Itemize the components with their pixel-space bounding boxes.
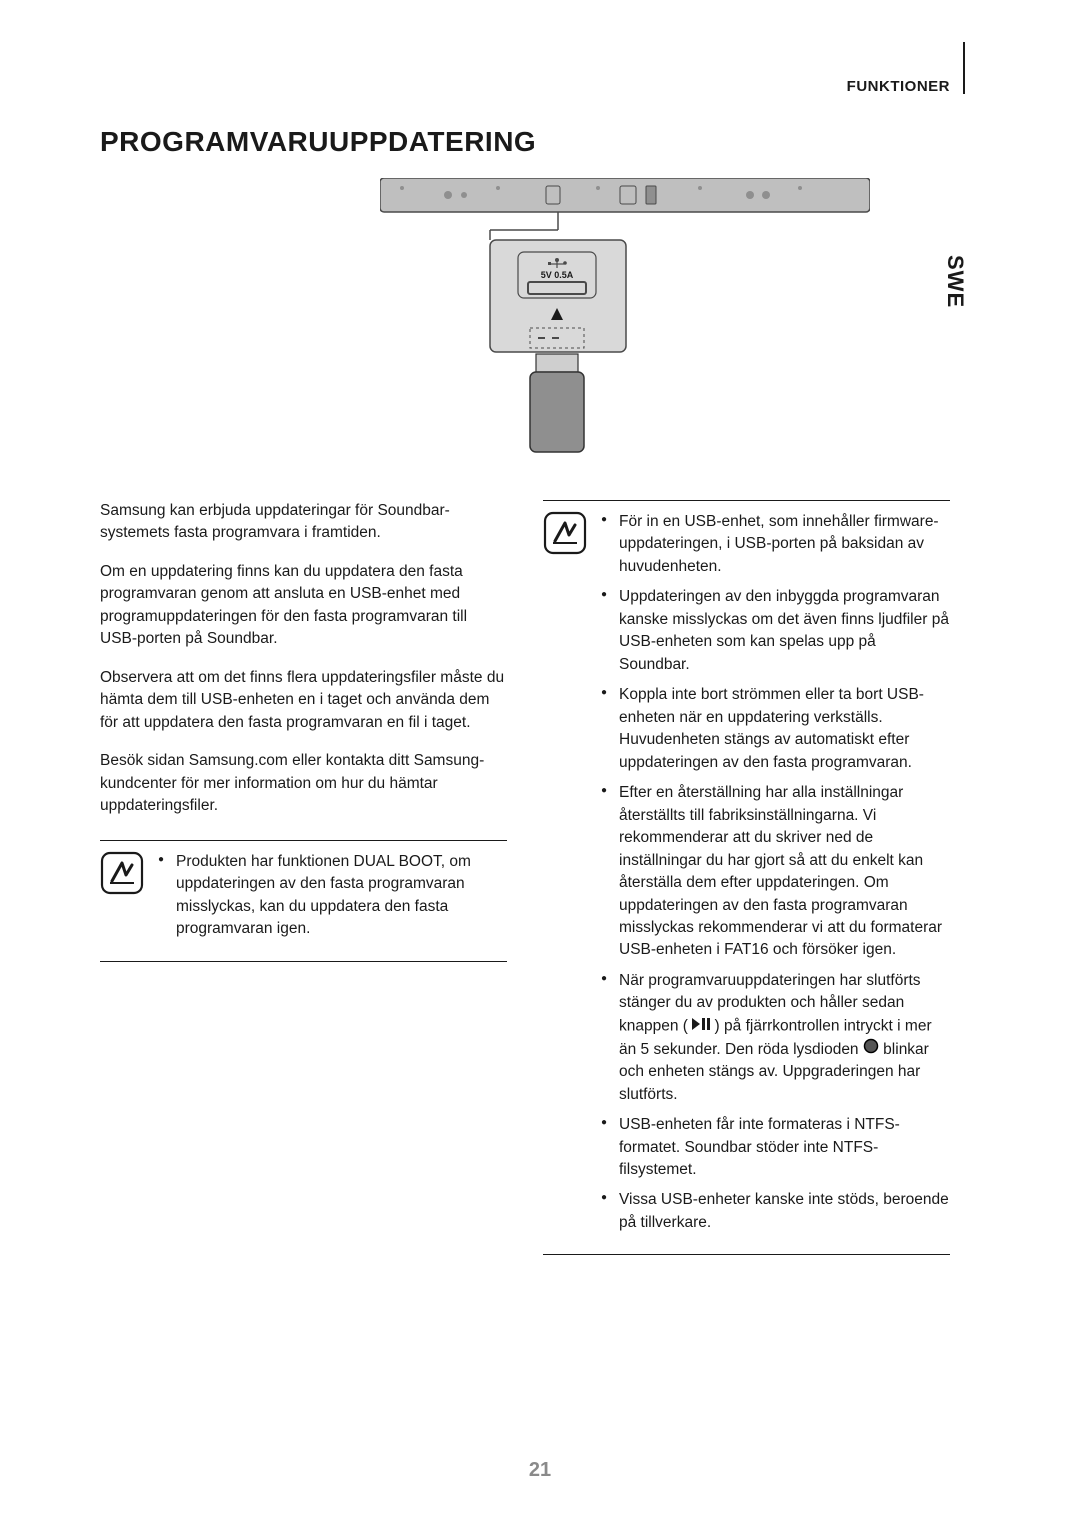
note-item: Uppdateringen av den inbyggda programvar… bbox=[601, 586, 950, 676]
note-item: Produkten har funktionen DUAL BOOT, om u… bbox=[158, 851, 507, 941]
play-pause-icon bbox=[692, 1015, 710, 1037]
manual-page: FUNKTIONER SWE PROGRAMVARUUPPDATERING bbox=[0, 0, 1080, 1532]
left-column: Samsung kan erbjuda uppdateringar för So… bbox=[100, 500, 507, 1255]
note-item: Efter en återställning har alla inställn… bbox=[601, 782, 950, 962]
led-icon bbox=[863, 1038, 879, 1061]
intro-paragraph: Samsung kan erbjuda uppdateringar för So… bbox=[100, 500, 507, 545]
note-box: Produkten har funktionen DUAL BOOT, om u… bbox=[100, 840, 507, 962]
note-item: När programvaruuppdateringen har slutför… bbox=[601, 970, 950, 1106]
soundbar-usb-diagram: 5V 0.5A bbox=[380, 178, 870, 458]
note-item: Koppla inte bort strömmen eller ta bort … bbox=[601, 684, 950, 774]
page-title: PROGRAMVARUUPPDATERING bbox=[100, 126, 536, 158]
body-paragraph: Observera att om det finns flera uppdate… bbox=[100, 667, 507, 734]
note-item: För in en USB-enhet, som innehåller firm… bbox=[601, 511, 950, 578]
top-divider bbox=[963, 42, 965, 94]
note-icon bbox=[100, 851, 144, 895]
page-number: 21 bbox=[0, 1459, 1080, 1482]
note-icon bbox=[543, 511, 587, 555]
body-paragraph: Besök sidan Samsung.com eller kontakta d… bbox=[100, 750, 507, 817]
usb-port-label: 5V 0.5A bbox=[541, 270, 574, 280]
note-box: För in en USB-enhet, som innehåller firm… bbox=[543, 500, 950, 1255]
body-paragraph: Om en uppdatering finns kan du uppdatera… bbox=[100, 561, 507, 651]
note-item: USB-enheten får inte formateras i NTFS-f… bbox=[601, 1114, 950, 1181]
note-item: Vissa USB-enheter kanske inte stöds, ber… bbox=[601, 1189, 950, 1234]
section-header: FUNKTIONER bbox=[847, 78, 950, 95]
right-column: För in en USB-enhet, som innehåller firm… bbox=[543, 500, 950, 1255]
language-tab: SWE bbox=[942, 255, 968, 308]
